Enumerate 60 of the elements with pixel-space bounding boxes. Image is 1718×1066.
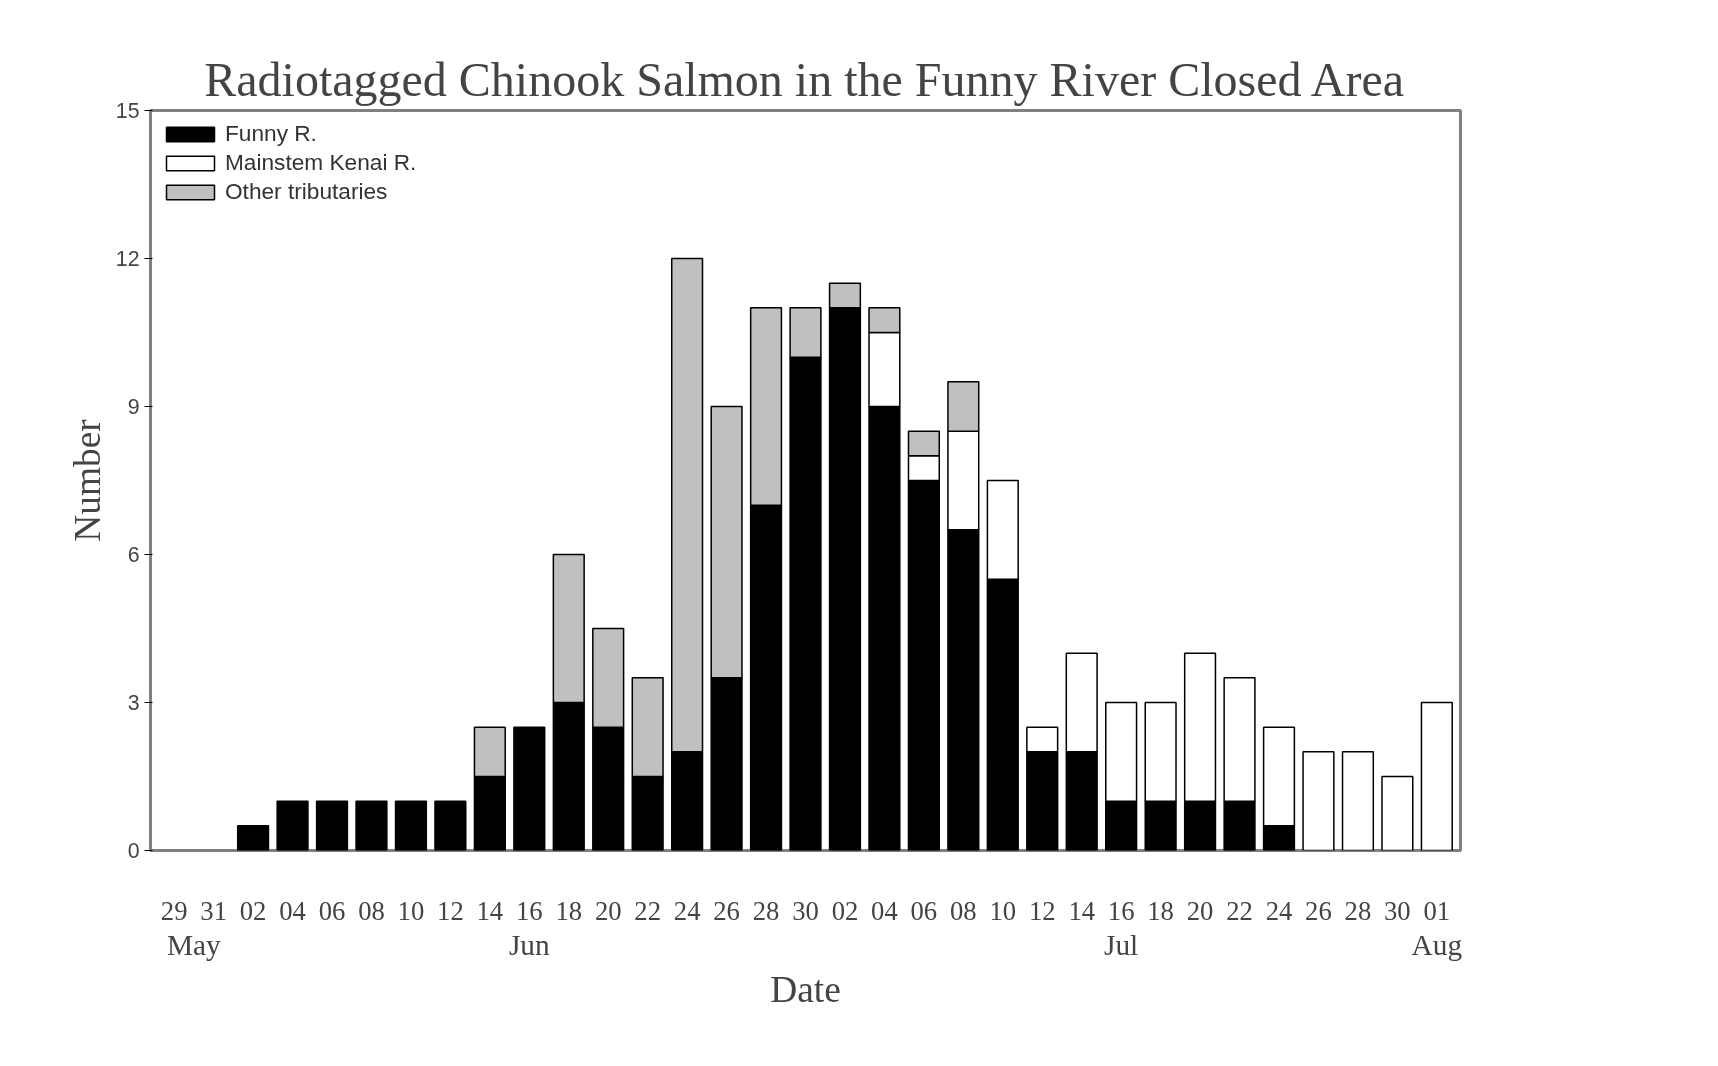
bar	[1341, 751, 1375, 851]
chart-title: Radiotagged Chinook Salmon in the Funny River Closed Area	[204, 52, 1405, 106]
text: Jul	[1104, 928, 1139, 961]
x-tick-label: 24	[1265, 895, 1293, 926]
x-tick-label: 28	[1344, 895, 1372, 926]
bar	[355, 800, 388, 851]
x-tick-label: 31	[200, 895, 227, 926]
x-tick-label: 30	[1384, 895, 1411, 926]
x-tick-label: 14	[476, 895, 504, 926]
x-tick-label: 01	[1423, 895, 1451, 926]
x-tick-label: 04	[279, 895, 306, 926]
legend-label: Mainstem Kenai R.	[225, 149, 417, 176]
x-tick-label: 14	[1068, 895, 1096, 926]
x-tick-label: 10	[989, 895, 1017, 926]
x-tick-label: 16	[1107, 895, 1135, 926]
x-tick-label: 24	[673, 895, 701, 926]
y-tick-label: 12	[115, 247, 140, 271]
legend-label: Other tributaries	[225, 178, 388, 205]
y-tick-label: 0	[127, 839, 140, 863]
bar	[513, 726, 546, 851]
bar	[1381, 775, 1414, 851]
x-tick-label: 10	[397, 895, 425, 926]
x-tick-label: 02	[239, 895, 267, 926]
y-tick-label: 3	[127, 691, 140, 715]
legend-label: Funny R.	[225, 120, 317, 147]
bar	[276, 800, 309, 851]
x-tick-label: 08	[358, 895, 385, 926]
x-tick-label: 04	[871, 895, 898, 926]
bar	[1420, 701, 1453, 851]
y-tick-label: 6	[127, 543, 140, 567]
x-tick-label: 26	[713, 895, 740, 926]
x-tick-label: 30	[792, 895, 819, 926]
x-tick-label: 20	[1186, 895, 1214, 926]
x-tick-label: 12	[437, 895, 464, 926]
x-tick-label: 12	[1028, 895, 1056, 926]
y-tick-label: 15	[115, 99, 140, 123]
x-tick-label: 06	[318, 895, 346, 926]
y-tick-label: 9	[127, 395, 140, 419]
x-tick-label: 29	[160, 895, 188, 926]
bar	[1302, 751, 1335, 851]
x-tick-label: 16	[515, 895, 543, 926]
x-tick-label: 02	[831, 895, 859, 926]
x-tick-label: 22	[634, 895, 661, 926]
x-axis-title: Date	[770, 968, 841, 1010]
x-tick-label: 22	[1226, 895, 1253, 926]
text: Aug	[1411, 928, 1463, 961]
x-tick-label: 18	[555, 895, 583, 926]
y-axis-title: Number	[66, 418, 108, 542]
text: Jun	[508, 928, 550, 961]
x-tick-label: 06	[910, 895, 938, 926]
x-tick-label: 18	[1147, 895, 1174, 926]
bar	[434, 800, 467, 851]
bar	[394, 800, 428, 851]
x-tick-label: 20	[594, 895, 622, 926]
bar	[236, 825, 270, 851]
x-tick-label: 26	[1305, 895, 1332, 926]
x-tick-label: 28	[752, 895, 780, 926]
bar	[315, 800, 349, 851]
text: May	[167, 928, 222, 961]
x-tick-label: 08	[950, 895, 977, 926]
